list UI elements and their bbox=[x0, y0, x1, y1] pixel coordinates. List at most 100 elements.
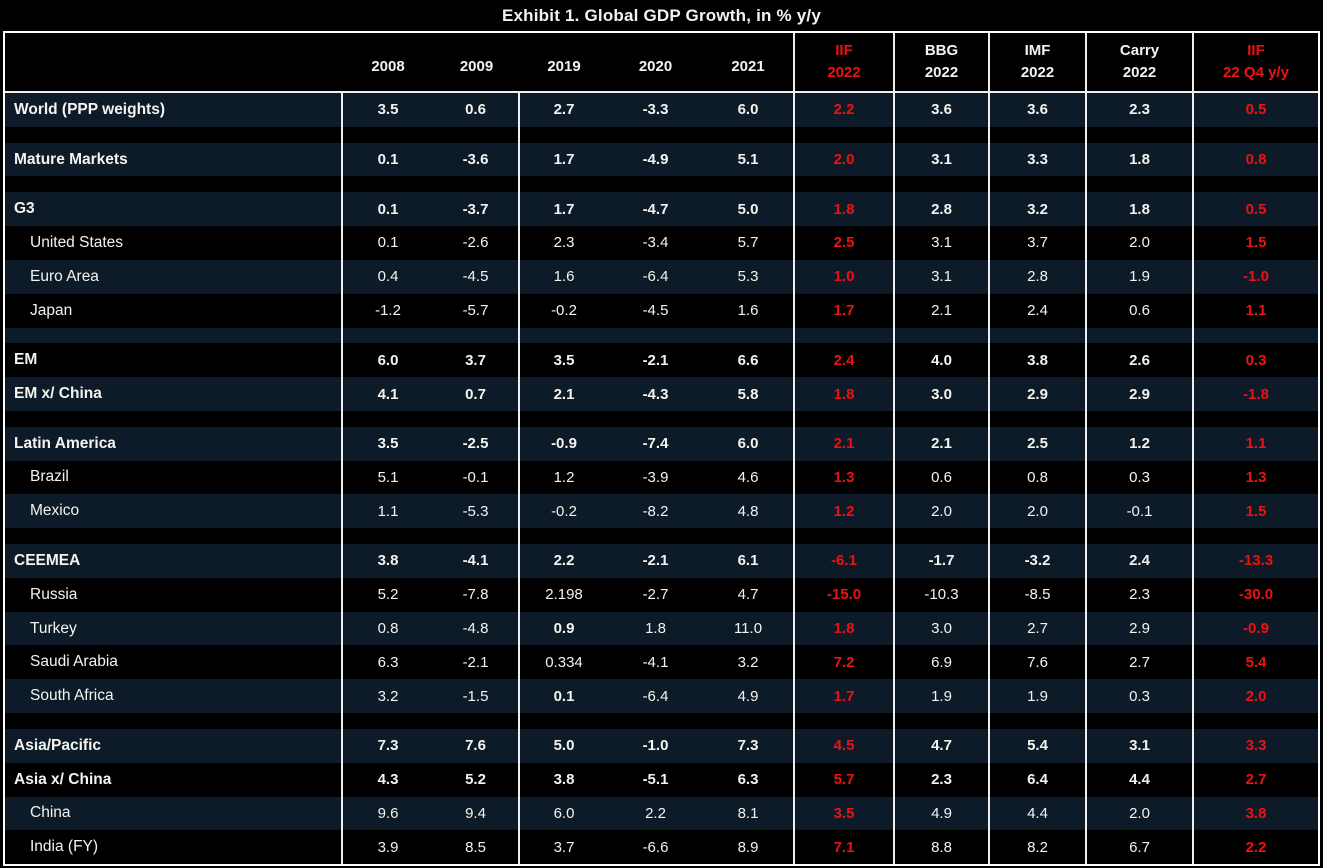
cell-iif_22q4 bbox=[1194, 528, 1318, 544]
cell-iif_22q4: -13.3 bbox=[1238, 552, 1274, 570]
cell-imf_2022 bbox=[990, 410, 1087, 427]
cell-iif_22q4: 2.0 bbox=[1245, 687, 1267, 705]
cell-y2008: 0.1 bbox=[377, 234, 399, 252]
cell-y2020: -5.1 bbox=[642, 771, 669, 789]
cell-carry_2022 bbox=[1087, 126, 1194, 143]
row-label bbox=[5, 528, 343, 544]
cell-y2019: 0.334 bbox=[545, 653, 583, 671]
cell-y2009: -3.7 bbox=[433, 192, 520, 227]
cell-y2009: 7.6 bbox=[433, 728, 520, 763]
cell-carry_2022: 4.4 bbox=[1087, 762, 1194, 797]
cell-y2009: -7.8 bbox=[433, 577, 520, 612]
cell-y2021 bbox=[703, 528, 795, 544]
column-header-line2: 2009 bbox=[459, 58, 494, 76]
cell-y2008: 0.4 bbox=[377, 268, 399, 286]
cell-carry_2022: 1.9 bbox=[1087, 259, 1194, 294]
cell-iif_2022: 1.8 bbox=[795, 611, 895, 646]
cell-imf_2022: 2.0 bbox=[990, 494, 1087, 529]
cell-y2020 bbox=[608, 528, 703, 544]
row-label: India (FY) bbox=[5, 830, 343, 865]
cell-y2009: 0.7 bbox=[433, 377, 520, 411]
cell-iif_22q4: 0.8 bbox=[1245, 151, 1267, 169]
cell-y2009: 8.5 bbox=[433, 830, 520, 865]
cell-iif_2022 bbox=[795, 126, 895, 143]
row-label: Japan bbox=[5, 293, 343, 328]
cell-imf_2022: 1.9 bbox=[990, 679, 1087, 714]
cell-imf_2022: 3.3 bbox=[990, 142, 1087, 177]
cell-y2020: -7.4 bbox=[642, 435, 669, 453]
cell-carry_2022: -0.1 bbox=[1087, 494, 1194, 529]
cell-carry_2022: 1.2 bbox=[1087, 426, 1194, 461]
cell-bbg_2022: 4.0 bbox=[895, 343, 990, 378]
cell-carry_2022: 2.9 bbox=[1087, 377, 1194, 411]
table-row: World (PPP weights) 3.5 0.6 2.7 -3.3 6.0 2.2 3.… bbox=[5, 93, 1318, 127]
cell-y2008: 3.2 bbox=[377, 687, 399, 705]
column-header-iif_2022: IIF 2022 bbox=[795, 33, 895, 91]
cell-carry_2022 bbox=[1087, 713, 1194, 729]
cell-y2009: -3.6 bbox=[433, 142, 520, 177]
cell-y2019: 1.2 bbox=[553, 468, 575, 486]
cell-imf_2022: 0.8 bbox=[990, 460, 1087, 495]
column-header-imf_2022: IMF 2022 bbox=[990, 33, 1087, 91]
cell-carry_2022: 2.7 bbox=[1087, 645, 1194, 680]
cell-y2008: 1.1 bbox=[377, 502, 399, 520]
cell-iif_22q4 bbox=[1194, 411, 1318, 427]
column-header-line2: 22 Q4 y/y bbox=[1223, 63, 1289, 81]
cell-imf_2022: 2.7 bbox=[990, 611, 1087, 646]
cell-y2008: 7.3 bbox=[377, 737, 399, 755]
cell-iif_2022: 4.5 bbox=[795, 728, 895, 763]
cell-carry_2022: 3.1 bbox=[1087, 728, 1194, 763]
cell-bbg_2022: 3.1 bbox=[895, 142, 990, 177]
cell-y2021: 11.0 bbox=[703, 611, 795, 646]
cell-bbg_2022: 3.1 bbox=[895, 259, 990, 294]
cell-carry_2022: 2.0 bbox=[1087, 226, 1194, 260]
cell-imf_2022: 8.2 bbox=[990, 830, 1087, 865]
cell-carry_2022 bbox=[1087, 528, 1194, 544]
cell-bbg_2022: -1.7 bbox=[895, 544, 990, 578]
cell-carry_2022: 1.8 bbox=[1087, 142, 1194, 177]
table-row: Mature Markets 0.1 -3.6 1.7 -4.9 5.1 2.0 3.1 3.3… bbox=[5, 142, 1318, 177]
cell-iif_2022 bbox=[795, 176, 895, 193]
cell-imf_2022: 2.4 bbox=[990, 293, 1087, 328]
cell-y2009 bbox=[433, 327, 520, 344]
row-label: CEEMEA bbox=[5, 544, 343, 578]
cell-bbg_2022: 2.8 bbox=[895, 192, 990, 227]
cell-y2020: 1.8 bbox=[645, 620, 666, 638]
cell-iif_22q4 bbox=[1194, 328, 1318, 344]
cell-y2019: 3.5 bbox=[553, 351, 575, 369]
cell-imf_2022: 3.2 bbox=[990, 192, 1087, 227]
cell-y2009: -4.5 bbox=[433, 259, 520, 294]
table-row: EM x/ China 4.1 0.7 2.1 -4.3 5.8 1.8 3.0 2.9 2.9-… bbox=[5, 377, 1318, 411]
table-row: Russia 5.2 -7.8 2.198 -2.7 4.7 -15.0 -10.3 -8.5 2… bbox=[5, 577, 1318, 612]
cell-iif_2022: 1.3 bbox=[795, 460, 895, 495]
cell-y2021 bbox=[703, 176, 795, 193]
cell-y2021: 4.6 bbox=[703, 460, 795, 495]
cell-iif_2022 bbox=[795, 410, 895, 427]
cell-bbg_2022: 3.6 bbox=[895, 93, 990, 127]
cell-carry_2022: 2.3 bbox=[1087, 577, 1194, 612]
cell-y2009: 3.7 bbox=[433, 343, 520, 378]
cell-iif_2022 bbox=[795, 528, 895, 544]
cell-y2008: 5.1 bbox=[377, 468, 399, 486]
cell-iif_2022: 2.4 bbox=[795, 343, 895, 378]
cell-y2021: 5.0 bbox=[703, 192, 795, 227]
cell-imf_2022: -3.2 bbox=[990, 544, 1087, 578]
cell-bbg_2022: -10.3 bbox=[895, 577, 990, 612]
column-header-carry_2022: Carry 2022 bbox=[1087, 33, 1194, 91]
cell-iif_2022: 5.7 bbox=[795, 762, 895, 797]
cell-y2021: 5.3 bbox=[703, 259, 795, 294]
cell-y2019: 3.7 bbox=[553, 838, 575, 856]
cell-y2021 bbox=[703, 410, 795, 427]
cell-y2021: 5.1 bbox=[703, 142, 795, 177]
row-label: G3 bbox=[5, 192, 343, 227]
cell-carry_2022: 2.3 bbox=[1087, 93, 1194, 127]
cell-y2021 bbox=[703, 126, 795, 143]
cell-iif_2022: 1.0 bbox=[795, 259, 895, 294]
column-header-line1: IIF bbox=[1247, 41, 1265, 59]
cell-y2009: -2.5 bbox=[433, 426, 520, 461]
column-header-line2: 2021 bbox=[731, 58, 765, 76]
column-header-bbg_2022: BBG 2022 bbox=[895, 33, 990, 91]
cell-carry_2022: 2.0 bbox=[1087, 796, 1194, 831]
cell-iif_22q4 bbox=[1194, 127, 1318, 143]
row-label: Latin America bbox=[5, 426, 343, 461]
